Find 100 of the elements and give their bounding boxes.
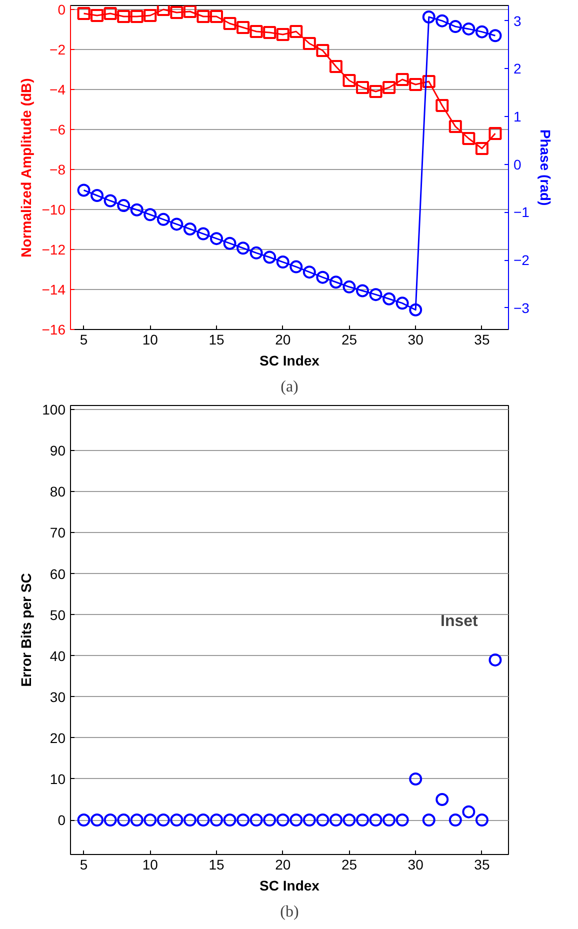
point: [316, 270, 330, 284]
point: [436, 793, 449, 806]
x-tick-label: 25: [341, 332, 358, 348]
point: [156, 212, 170, 226]
point: [290, 25, 303, 38]
y-axis-title: Error Bits per SC: [18, 573, 34, 687]
point: [90, 189, 104, 202]
point: [236, 242, 250, 255]
y-tick-label: 0: [58, 812, 66, 828]
point: [409, 772, 422, 786]
point: [382, 81, 396, 94]
y-tick-label: −6: [50, 122, 66, 138]
y2-tick-label: 2: [514, 60, 522, 77]
point: [130, 10, 144, 23]
point: [130, 203, 144, 216]
y2-tick-label: 3: [514, 12, 522, 29]
point: [196, 814, 210, 827]
y2-axis-title: Phase (rad): [537, 129, 554, 206]
point: [369, 288, 382, 302]
point: [250, 814, 263, 827]
point: [144, 9, 157, 22]
point: [436, 14, 449, 28]
point: [250, 246, 263, 260]
x-tick-label: 30: [408, 332, 424, 348]
point: [382, 814, 396, 827]
y2-tick-label: 1: [514, 108, 522, 125]
x-tick-label: 35: [474, 332, 490, 348]
x-tick-label: 20: [275, 332, 291, 348]
point: [223, 814, 236, 827]
point: [263, 814, 276, 827]
point: [156, 6, 170, 16]
point: [356, 814, 369, 827]
y-tick-label: −2: [50, 42, 66, 58]
y-tick-label: −14: [42, 282, 66, 298]
point: [263, 26, 276, 39]
point: [223, 236, 236, 250]
point: [316, 814, 330, 827]
point: [396, 296, 409, 310]
point: [488, 653, 502, 666]
point: [302, 814, 316, 827]
point: [329, 814, 342, 827]
point: [462, 22, 476, 36]
point: [170, 218, 184, 231]
point: [236, 21, 250, 34]
point: [210, 10, 223, 23]
point: [144, 208, 157, 222]
point: [144, 814, 157, 827]
point: [382, 292, 396, 306]
point: [104, 814, 117, 827]
point: [302, 37, 316, 50]
point: [448, 120, 462, 133]
point: [170, 6, 184, 19]
y-tick-label: 10: [50, 770, 66, 787]
point: [210, 232, 223, 246]
point: [276, 256, 290, 269]
point: [409, 303, 422, 316]
point: [77, 7, 90, 20]
point: [117, 10, 130, 23]
point: [250, 25, 263, 38]
y-tick-label: −16: [42, 322, 66, 338]
point: [488, 29, 502, 42]
point: [342, 814, 356, 827]
point: [77, 814, 90, 827]
point: [117, 814, 130, 827]
y-tick-label: 20: [50, 730, 66, 746]
x-tick-label: 10: [142, 856, 158, 872]
point: [475, 142, 488, 155]
x-tick-label: 15: [208, 332, 224, 348]
point: [117, 199, 130, 212]
y-tick-label: −10: [42, 202, 66, 218]
y-tick-label: 100: [42, 402, 66, 418]
point: [290, 814, 303, 827]
x-tick-label: 25: [341, 856, 358, 872]
point: [276, 814, 290, 827]
point: [448, 20, 462, 34]
point: [329, 60, 342, 73]
point: [356, 81, 369, 94]
y-axis-title: Normalized Amplitude (dB): [18, 78, 34, 258]
point: [369, 814, 382, 827]
point: [223, 17, 236, 30]
point: [422, 814, 436, 827]
y-tick-label: 50: [50, 606, 66, 623]
point: [448, 814, 462, 827]
point: [104, 7, 117, 20]
text: (a): [280, 378, 298, 396]
point: [276, 28, 290, 41]
point: [396, 73, 409, 86]
point: [90, 814, 104, 827]
point: [236, 814, 250, 827]
point: [104, 194, 117, 208]
y-tick-label: −12: [42, 242, 66, 258]
y-tick-label: 0: [58, 2, 66, 18]
y-tick-label: −4: [50, 82, 66, 98]
x-tick-label: 15: [208, 856, 224, 872]
point: [342, 74, 356, 87]
point: [462, 132, 476, 145]
annotation: Inset: [440, 613, 479, 630]
point: [210, 814, 223, 827]
x-tick-label: 5: [80, 856, 88, 872]
point: [488, 127, 502, 140]
